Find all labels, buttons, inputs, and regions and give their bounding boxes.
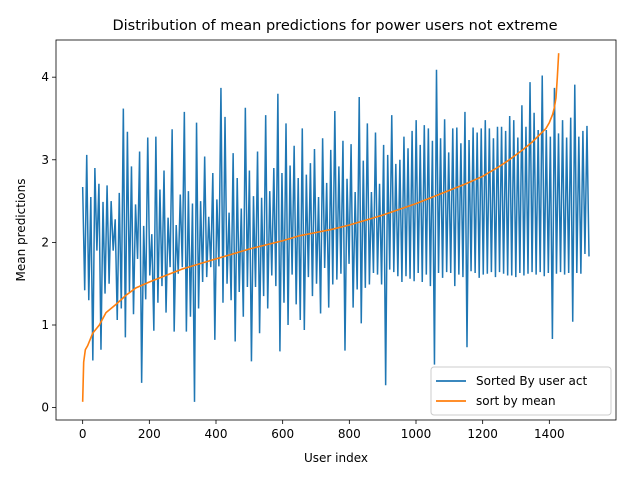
x-tick-label: 0 — [79, 427, 87, 441]
x-tick-label: 600 — [271, 427, 294, 441]
chart-title: Distribution of mean predictions for pow… — [112, 18, 557, 34]
x-tick-label: 400 — [205, 427, 228, 441]
x-axis-label: User index — [304, 451, 368, 465]
y-tick-label: 2 — [41, 235, 49, 249]
y-axis: 0 1 2 3 4 — [41, 70, 56, 415]
x-tick-label: 1400 — [534, 427, 565, 441]
y-tick-label: 4 — [41, 70, 49, 84]
series-layer — [81, 53, 590, 402]
y-tick-label: 1 — [41, 318, 49, 332]
y-tick-label: 3 — [41, 153, 49, 167]
x-tick-label: 800 — [338, 427, 361, 441]
y-axis-label: Mean predictions — [14, 179, 28, 282]
legend: Sorted By user act sort by mean — [430, 366, 612, 416]
x-tick-label: 1200 — [467, 427, 498, 441]
plot-frame — [55, 39, 617, 421]
x-tick-label: 200 — [138, 427, 161, 441]
y-tick-label: 0 — [41, 401, 49, 415]
legend-box — [430, 366, 612, 416]
legend-label-user-act: Sorted By user act — [476, 374, 588, 388]
legend-label-mean: sort by mean — [476, 394, 556, 408]
x-tick-label: 1000 — [401, 427, 432, 441]
series-line-user-act — [81, 69, 590, 402]
series-line-mean — [81, 53, 560, 402]
x-axis: 0 200 400 600 800 1000 1200 1400 — [79, 420, 565, 441]
